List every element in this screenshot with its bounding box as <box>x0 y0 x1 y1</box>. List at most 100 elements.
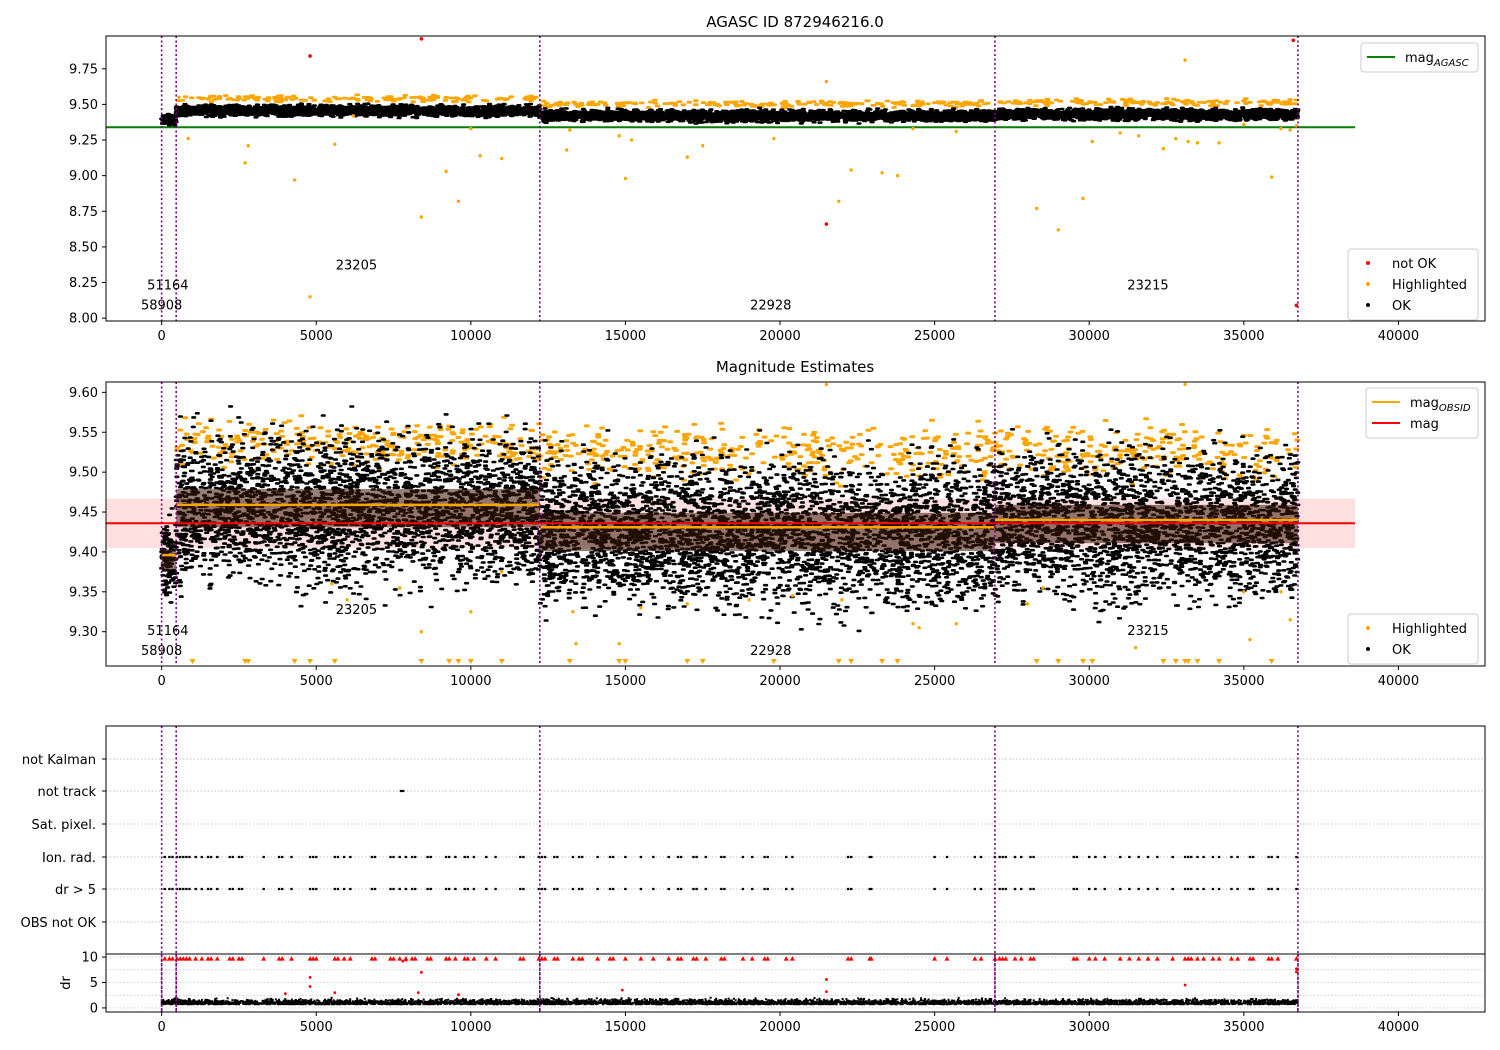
top-legend-points: not OK Highlighted OK <box>1347 248 1479 321</box>
highlighted-point <box>1025 602 1030 606</box>
legend-box <box>1347 613 1479 665</box>
highlighted-point <box>330 582 334 586</box>
highlighted-point <box>500 156 504 161</box>
highlighted-point <box>1242 122 1246 127</box>
lower-limit-arrow <box>622 659 629 664</box>
dr-capped-marker <box>397 956 403 961</box>
legend-dot-swatch <box>1366 647 1370 651</box>
dr-capped-marker <box>428 956 434 961</box>
dr-ok-points <box>160 996 1299 1006</box>
dr-capped-marker <box>740 956 746 961</box>
highlighted-point <box>790 594 795 598</box>
x-tick-label: 30000 <box>1069 329 1110 344</box>
legend-label: Highlighted <box>1392 622 1467 637</box>
lower-limit-arrow <box>848 659 855 664</box>
dr-capped-marker <box>570 956 576 961</box>
x-tick-label: 35000 <box>1223 674 1264 689</box>
highlighted-point <box>351 114 356 118</box>
highlighted-point <box>419 215 424 219</box>
highlighted-point <box>1186 139 1190 144</box>
dr-capped-marker <box>622 956 628 961</box>
dr-capped-marker <box>239 956 245 961</box>
dr-red-point <box>825 978 828 981</box>
lower-limit-arrow <box>1080 659 1087 664</box>
dr-capped-marker <box>579 956 585 961</box>
lower-limit-arrow <box>1216 659 1223 664</box>
flag-row-label: Ion. rad. <box>42 851 96 866</box>
dr-capped-marker <box>1136 956 1142 961</box>
highlighted-point <box>246 144 250 148</box>
dr-red-point <box>308 976 312 979</box>
highlighted-point <box>345 598 349 602</box>
highlighted-point <box>1248 637 1252 642</box>
highlighted-point <box>1288 618 1292 622</box>
y-tick-label: 8.75 <box>69 205 98 220</box>
highlighted-point <box>469 126 473 131</box>
x-tick-label: 35000 <box>1223 1020 1264 1035</box>
ok-points <box>159 112 179 127</box>
obsid-label: 23215 <box>1127 624 1168 639</box>
lower-limit-arrow <box>418 659 425 664</box>
highlighted-band-points <box>537 98 991 110</box>
y-tick-label: 9.35 <box>69 585 98 600</box>
highlighted-point <box>1056 228 1061 232</box>
not-ok-point <box>1291 38 1296 43</box>
legend-dot-swatch <box>1366 626 1370 630</box>
highlighted-point <box>1242 590 1246 594</box>
dr-capped-marker <box>279 956 285 961</box>
y-tick-label: 9.30 <box>69 625 98 640</box>
ok-density-core <box>176 488 540 528</box>
flag-row-label: dr > 5 <box>55 883 96 898</box>
dr-red-point <box>419 970 423 974</box>
plot-area <box>106 382 1356 666</box>
plot-area <box>106 36 1356 321</box>
dr-capped-marker <box>1003 956 1009 961</box>
legend-label: Highlighted <box>1392 278 1467 293</box>
dr-capped-marker <box>1154 956 1160 961</box>
highlighted-band-points <box>997 97 1300 108</box>
dr-capped-marker <box>789 956 795 961</box>
middle-legend-points: Highlighted OK <box>1347 613 1479 665</box>
lower-limit-arrow <box>1089 659 1096 664</box>
flag-row-label: not track <box>37 785 96 800</box>
dr-capped-marker <box>186 956 192 961</box>
legend-label: mag <box>1410 417 1439 432</box>
lower-limit-arrow <box>1033 659 1040 664</box>
lower-limit-arrow <box>616 659 623 664</box>
dr-red-point <box>401 959 405 963</box>
dr-capped-marker <box>471 956 477 961</box>
lower-limit-arrow <box>566 659 573 664</box>
x-tick-label: 35000 <box>1223 329 1264 344</box>
highlighted-point <box>1041 586 1045 590</box>
dr-capped-marker <box>1092 956 1098 961</box>
dr-capped-marker <box>721 956 727 961</box>
y-tick-label: 8.25 <box>69 276 98 291</box>
top-chart-title: AGASC ID 872946216.0 <box>706 13 884 31</box>
highlighted-point <box>629 138 634 142</box>
obsid-label: 23205 <box>336 259 377 274</box>
highlighted-point <box>617 641 621 646</box>
lower-limit-arrow <box>498 659 505 664</box>
lower-limit-arrow <box>1160 659 1167 664</box>
y-tick-label: 10 <box>81 951 98 966</box>
lower-limit-arrow <box>699 659 706 664</box>
top-plot: 0 5000 10000 15000 20000 25000 30000 35000 40000… <box>69 35 1486 344</box>
dr-capped-marker <box>972 956 978 961</box>
highlighted-point <box>824 382 829 387</box>
dr-capped-marker <box>1126 956 1132 961</box>
flag-row-label: OBS not OK <box>21 916 97 931</box>
highlighted-point <box>685 155 689 159</box>
highlighted-point <box>1217 141 1221 145</box>
y-tick-label: 9.75 <box>69 62 98 77</box>
dr-red-point <box>457 993 460 997</box>
dr-capped-marker <box>169 956 175 961</box>
highlighted-point <box>849 168 853 172</box>
highlighted-point <box>1279 590 1283 594</box>
y-tick-label: 5 <box>90 976 98 991</box>
middle-plot: 0 5000 10000 15000 20000 25000 30000 35000 40000… <box>69 381 1486 689</box>
dr-capped-marker <box>520 956 526 961</box>
y-tick-label: 9.25 <box>69 134 98 149</box>
x-tick-label: 15000 <box>605 329 646 344</box>
x-tick-label: 5000 <box>300 1020 333 1035</box>
flag-row-label: Sat. pixel. <box>32 818 96 833</box>
